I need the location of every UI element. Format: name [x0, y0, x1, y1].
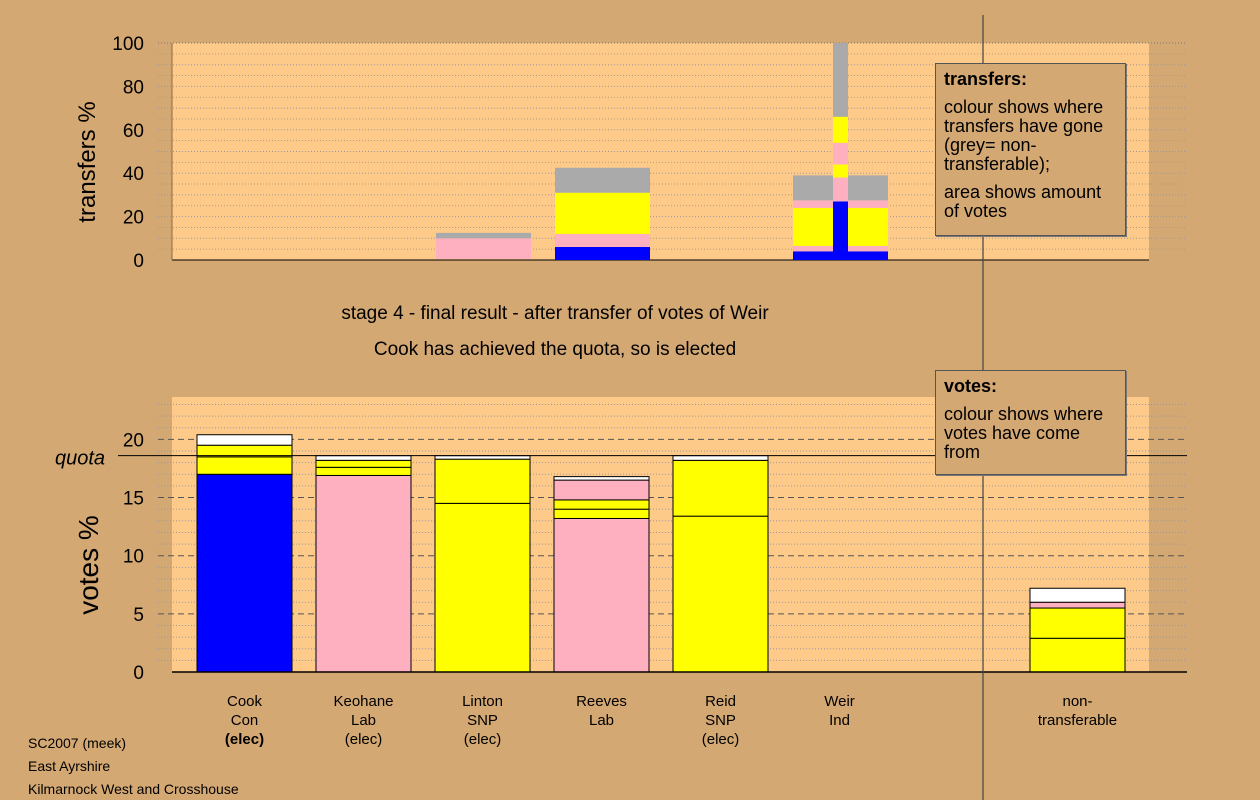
transfer-segment-keohane	[436, 238, 531, 259]
transfers-legend-line1: colour shows where transfers have gone (…	[944, 97, 1104, 174]
transfers-tick-label: 0	[133, 251, 144, 272]
vote-segment-non-transferable	[1029, 607, 1126, 639]
transfer-segment-linton	[555, 192, 650, 234]
candidate-name-label: non-	[1062, 693, 1092, 710]
votes-tick-label: 10	[123, 547, 144, 568]
vote-segment-reeves	[553, 508, 650, 519]
candidate-party-label: transferable	[1038, 712, 1117, 729]
candidate-party-label: SNP	[705, 712, 736, 729]
transfers-tick-label: 20	[123, 208, 144, 229]
candidate-status-label: (elec)	[225, 731, 264, 748]
candidate-party-label: Ind	[829, 712, 850, 729]
vote-segment-linton	[434, 458, 531, 504]
candidate-party-label: Con	[231, 712, 259, 729]
transfers-gridlines	[158, 42, 1187, 261]
stage-caption: stage 4 - final result - after transfer …	[341, 303, 769, 324]
vote-segment-non-transferable	[1029, 601, 1126, 609]
transfer-segment-weir	[833, 164, 848, 178]
vote-bars	[196, 434, 1126, 673]
transfer-segment-weir	[833, 43, 848, 117]
votes-tick-label: 0	[133, 663, 144, 684]
transfer-segment-weir	[833, 177, 848, 202]
transfer-segment-linton	[555, 167, 650, 193]
transfer-bars	[436, 43, 888, 260]
candidate-name-label: Cook	[227, 693, 263, 710]
votes-legend: votes: colour shows where votes have com…	[935, 370, 1126, 475]
vote-segment-reeves	[553, 517, 650, 673]
transfers-legend: transfers: colour shows where transfers …	[935, 63, 1126, 236]
vote-segment-reid	[672, 515, 769, 673]
transfer-segment-linton	[555, 246, 650, 260]
vote-segment-linton	[434, 455, 531, 460]
vote-segment-reeves	[553, 476, 650, 481]
votes-tick-label: 15	[123, 489, 144, 510]
candidate-status-label: (elec)	[345, 731, 383, 748]
candidate-status-label: (elec)	[702, 731, 740, 748]
vote-segment-non-transferable	[1029, 587, 1126, 603]
transfers-y-ticks: 0 20 40 60 80 100	[112, 34, 144, 272]
votes-tick-label: 20	[123, 430, 144, 451]
vote-segment-keohane	[315, 466, 412, 476]
candidate-status-label: (elec)	[464, 731, 502, 748]
vote-segment-keohane	[315, 459, 412, 468]
vote-segment-non-transferable	[1029, 637, 1126, 673]
transfer-segment-weir	[833, 201, 848, 260]
candidate-name-label: Linton	[462, 693, 503, 710]
transfer-segment-weir	[833, 142, 848, 165]
transfer-segment-weir	[833, 116, 848, 143]
transfers-legend-line2: area shows amount of votes	[944, 182, 1102, 221]
quota-label: quota	[55, 448, 105, 470]
footer-council: East Ayrshire	[28, 758, 111, 774]
transfer-segment-keohane	[436, 232, 531, 239]
vote-segment-keohane	[315, 474, 412, 673]
footer-election: SC2007 (meek)	[28, 735, 127, 751]
transfers-tick-label: 60	[123, 121, 144, 142]
votes-legend-line1: colour shows where votes have come from	[944, 404, 1104, 462]
candidate-party-label: Lab	[351, 712, 376, 729]
status-caption: Cook has achieved the quota, so is elect…	[373, 339, 737, 360]
vote-segment-reid	[672, 459, 769, 517]
transfers-legend-title: transfers:	[944, 69, 1028, 89]
transfers-tick-label: 40	[123, 164, 144, 185]
vote-segment-cook	[196, 444, 293, 458]
candidate-party-label: SNP	[467, 712, 498, 729]
votes-y-ticks: 0 5 10 15 20	[123, 430, 144, 684]
candidate-name-label: Reeves	[576, 693, 627, 710]
transfers-tick-label: 80	[123, 77, 144, 98]
candidate-name-label: Keohane	[333, 693, 393, 710]
transfers-y-axis-label: transfers %	[74, 101, 101, 222]
votes-legend-title: votes:	[944, 376, 998, 396]
vote-segment-cook	[196, 473, 293, 673]
footer-ward: Kilmarnock West and Crosshouse	[28, 781, 239, 797]
vote-segment-cook	[196, 434, 293, 446]
vote-segment-reeves	[553, 499, 650, 510]
vote-segment-linton	[434, 502, 531, 673]
vote-segment-reid	[672, 455, 769, 461]
candidate-name-label: Reid	[705, 693, 736, 710]
vote-segment-reeves	[553, 479, 650, 501]
votes-y-axis-label: votes %	[73, 515, 104, 615]
votes-tick-label: 5	[133, 605, 144, 626]
vote-segment-keohane	[315, 455, 412, 461]
transfers-tick-label: 100	[112, 34, 144, 55]
candidate-party-label: Lab	[589, 712, 614, 729]
candidate-name-label: Weir	[824, 693, 855, 710]
vote-segment-cook	[196, 456, 293, 475]
transfer-segment-linton	[555, 233, 650, 247]
candidate-labels: Cook Con (elec) Keohane Lab (elec) Linton SNP (e…	[225, 693, 1117, 748]
